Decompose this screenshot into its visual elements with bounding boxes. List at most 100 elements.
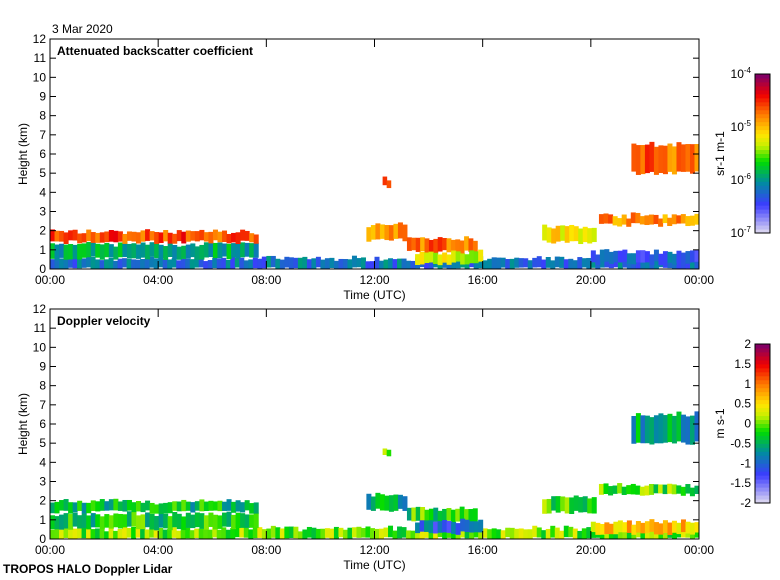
colorbar-swatch — [755, 435, 770, 440]
heatmap-cell — [104, 242, 110, 258]
heatmap-cell — [54, 230, 60, 242]
colorbar-swatch — [755, 121, 770, 127]
heatmap-cell — [221, 527, 227, 539]
heatmap-cell — [587, 498, 593, 514]
heatmap-cell — [90, 232, 96, 243]
heatmap-cell — [136, 244, 142, 259]
feature-cloud-late — [598, 483, 700, 497]
heatmap-cell — [411, 507, 417, 522]
heatmap-cell — [249, 514, 255, 528]
heatmap-cell — [126, 527, 132, 538]
heatmap-cell — [253, 242, 259, 258]
heatmap-cell — [469, 528, 475, 539]
heatmap-cell — [198, 256, 204, 268]
heatmap-cell — [415, 506, 421, 521]
heatmap-cell — [72, 244, 78, 260]
heatmap-cell — [671, 253, 677, 265]
heatmap-cell — [99, 244, 105, 260]
heatmap-cell — [379, 260, 385, 269]
heatmap-cell — [99, 529, 105, 539]
heatmap-cell — [500, 257, 506, 268]
heatmap-cell — [113, 498, 119, 511]
heatmap-cell — [306, 259, 312, 269]
colorbar-swatch — [755, 129, 770, 135]
heatmap-cell — [59, 529, 65, 539]
heatmap-cell — [595, 254, 601, 265]
heatmap-cell — [604, 249, 610, 262]
y-tick-label: 6 — [39, 147, 46, 161]
heatmap-cell — [158, 257, 164, 268]
heatmap-cell — [653, 214, 659, 225]
heatmap-cell — [297, 531, 303, 539]
colorbar-swatch — [755, 407, 770, 413]
heatmap-cell — [158, 513, 164, 528]
colorbar: -2 -1.5 -1 -0.5 0 0.5 1 1.5 2 m s-1 — [713, 337, 771, 510]
colorbar-swatch — [755, 169, 770, 174]
heatmap-cell — [428, 259, 434, 269]
heatmap-cell — [459, 506, 465, 521]
heatmap-cell — [635, 521, 641, 533]
heatmap-cell — [685, 251, 691, 264]
heatmap-cell — [676, 522, 682, 535]
heatmap-cell — [54, 244, 60, 261]
heatmap-cell — [185, 258, 191, 269]
heatmap-cell — [86, 229, 92, 242]
heatmap-cell — [203, 261, 209, 269]
heatmap-cell — [626, 485, 632, 495]
heatmap-cell — [599, 256, 605, 268]
heatmap-cell — [622, 529, 628, 539]
heatmap-cell — [154, 232, 160, 244]
heatmap-cell — [140, 514, 146, 530]
heatmap-cell — [176, 501, 182, 512]
heatmap-cell — [514, 257, 520, 268]
heatmap-cell — [306, 526, 312, 538]
heatmap-cell — [240, 229, 246, 241]
colorbar-swatch — [755, 447, 770, 452]
heatmap-cell — [685, 216, 691, 227]
colorbar-swatch — [755, 443, 770, 448]
heatmap-cell — [208, 500, 214, 511]
colorbar-swatch — [755, 495, 770, 500]
heatmap-cell — [667, 143, 673, 172]
heatmap-cell — [212, 242, 218, 258]
heatmap-cell — [131, 259, 137, 269]
heatmap-cell — [626, 218, 632, 227]
heatmap-cell — [239, 526, 245, 538]
heatmap-cell — [86, 515, 92, 530]
feature-cloud-high — [631, 411, 700, 445]
heatmap-cell — [50, 243, 56, 259]
colorbar-swatch — [755, 419, 770, 424]
heatmap-cell — [598, 214, 604, 224]
heatmap-cell — [63, 513, 69, 529]
feature-virga-afternoon — [415, 518, 484, 535]
heatmap-cell — [302, 529, 308, 539]
heatmap-cell — [113, 513, 119, 528]
heatmap-cell — [113, 260, 119, 269]
heatmap-cell — [311, 258, 317, 269]
heatmap-cell — [234, 527, 240, 538]
colorbar-swatch — [755, 145, 770, 151]
heatmap-cell — [176, 230, 182, 242]
heatmap-cell — [261, 529, 267, 539]
heatmap-cell — [320, 528, 326, 539]
heatmap-cell — [464, 519, 470, 533]
heatmap-cell — [163, 229, 169, 242]
heatmap-cell — [680, 486, 686, 496]
heatmap-cell — [113, 246, 119, 260]
heatmap-cell — [424, 260, 430, 269]
heatmap-cell — [95, 259, 101, 269]
heatmap-cell — [185, 512, 191, 528]
heatmap-cell — [468, 509, 474, 523]
x-tick-label: 12:00 — [359, 543, 389, 557]
heatmap-cell — [676, 411, 682, 442]
heatmap-cell — [608, 214, 614, 224]
heatmap-cell — [455, 239, 461, 253]
heatmap-cell — [266, 528, 272, 539]
heatmap-cell — [50, 229, 56, 242]
x-tick-label: 00:00 — [684, 273, 714, 287]
heatmap-cell — [284, 526, 290, 539]
heatmap-cell — [626, 529, 632, 539]
heatmap-cell — [473, 527, 479, 538]
heatmap-cell — [108, 230, 114, 242]
heatmap-cell — [676, 215, 682, 224]
